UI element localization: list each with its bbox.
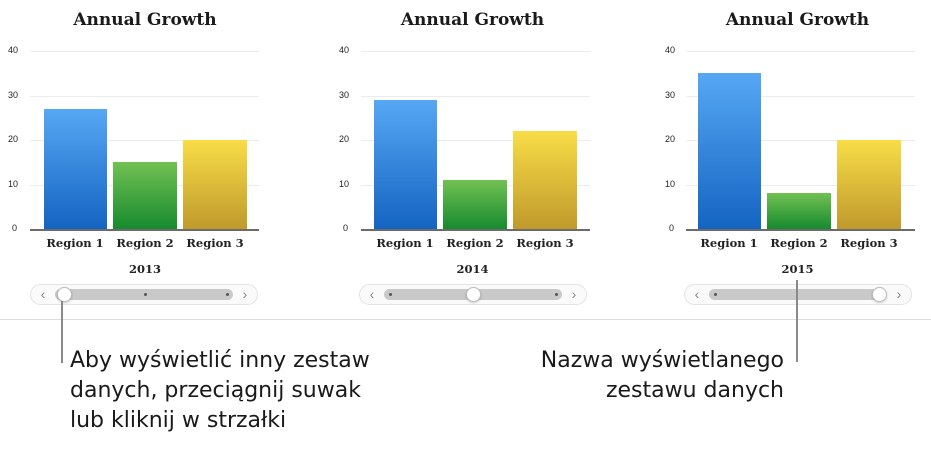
chart-title: Annual Growth bbox=[73, 10, 217, 30]
gridline bbox=[30, 140, 259, 141]
bar-region-2 bbox=[443, 180, 507, 229]
bar-region-3 bbox=[183, 140, 247, 229]
next-arrow-icon[interactable]: › bbox=[571, 286, 577, 302]
step-dot bbox=[226, 293, 229, 296]
y-tick: 30 bbox=[665, 90, 676, 100]
step-dot bbox=[389, 293, 392, 296]
x-label: Region 2 bbox=[446, 236, 504, 250]
x-axis bbox=[361, 229, 590, 231]
slider-thumb[interactable] bbox=[57, 287, 72, 302]
previous-arrow-icon[interactable]: ‹ bbox=[40, 286, 46, 302]
dataset-slider[interactable]: ‹ › bbox=[684, 284, 912, 305]
gridline bbox=[361, 140, 590, 141]
y-tick: 0 bbox=[343, 223, 349, 233]
bar-region-3 bbox=[837, 140, 901, 229]
dataset-name: 2014 bbox=[456, 262, 489, 276]
y-tick: 20 bbox=[339, 134, 350, 144]
step-dot bbox=[144, 293, 147, 296]
next-arrow-icon[interactable]: › bbox=[896, 286, 902, 302]
x-label: Region 2 bbox=[116, 236, 174, 250]
dataset-slider[interactable]: ‹ › bbox=[30, 284, 258, 305]
dataset-name: 2015 bbox=[781, 262, 814, 276]
slider-track[interactable] bbox=[709, 289, 887, 300]
bar-region-1 bbox=[698, 73, 761, 229]
y-tick: 20 bbox=[665, 134, 676, 144]
step-dot bbox=[714, 293, 717, 296]
slider-thumb[interactable] bbox=[872, 287, 887, 302]
x-axis bbox=[686, 229, 915, 231]
callout-line-slider bbox=[61, 301, 63, 363]
bar-region-1 bbox=[374, 100, 437, 229]
gridline bbox=[361, 96, 590, 97]
callout-dataset-name-text: Nazwa wyświetlanego zestawu danych bbox=[540, 348, 784, 403]
slider-thumb[interactable] bbox=[466, 287, 481, 302]
gridline bbox=[30, 96, 259, 97]
chart-2014: Annual Growth 40 30 20 10 0 Region 1 Reg… bbox=[327, 0, 627, 310]
bar-region-1 bbox=[44, 109, 107, 229]
gridline bbox=[30, 51, 259, 52]
x-label: Region 3 bbox=[516, 236, 574, 250]
next-arrow-icon[interactable]: › bbox=[242, 286, 248, 302]
previous-arrow-icon[interactable]: ‹ bbox=[694, 286, 700, 302]
y-tick: 0 bbox=[12, 223, 18, 233]
x-label: Region 3 bbox=[840, 236, 898, 250]
y-tick: 10 bbox=[8, 179, 19, 189]
dataset-slider[interactable]: ‹ › bbox=[359, 284, 587, 305]
divider bbox=[0, 319, 931, 320]
step-dot bbox=[555, 293, 558, 296]
y-tick: 0 bbox=[669, 223, 675, 233]
y-tick: 40 bbox=[665, 45, 676, 55]
callout-slider-text: Aby wyświetlić inny zestaw danych, przec… bbox=[70, 348, 370, 433]
previous-arrow-icon[interactable]: ‹ bbox=[369, 286, 375, 302]
y-tick: 20 bbox=[8, 134, 19, 144]
x-label: Region 1 bbox=[700, 236, 758, 250]
y-tick: 40 bbox=[8, 45, 19, 55]
y-tick: 40 bbox=[339, 45, 350, 55]
chart-2015: Annual Growth 40 30 20 10 0 Region 1 Reg… bbox=[652, 0, 931, 310]
gridline bbox=[686, 96, 915, 97]
x-label: Region 3 bbox=[186, 236, 244, 250]
bar-region-2 bbox=[767, 193, 831, 229]
chart-2013: Annual Growth 40 30 20 10 0 Region 1 Reg… bbox=[0, 0, 300, 310]
x-label: Region 2 bbox=[770, 236, 828, 250]
x-label: Region 1 bbox=[46, 236, 104, 250]
bar-region-2 bbox=[113, 162, 177, 229]
gridline bbox=[686, 140, 915, 141]
x-label: Region 1 bbox=[376, 236, 434, 250]
callout-line-dataset-name bbox=[796, 280, 798, 362]
y-tick: 30 bbox=[339, 90, 350, 100]
y-tick: 10 bbox=[339, 179, 350, 189]
chart-title: Annual Growth bbox=[400, 10, 545, 30]
gridline bbox=[361, 51, 590, 52]
gridline bbox=[686, 51, 915, 52]
dataset-name: 2013 bbox=[128, 262, 161, 276]
y-tick: 30 bbox=[8, 90, 19, 100]
bar-region-3 bbox=[513, 131, 577, 229]
chart-title: Annual Growth bbox=[725, 10, 870, 30]
gridline bbox=[686, 185, 915, 186]
y-tick: 10 bbox=[665, 179, 676, 189]
x-axis bbox=[30, 229, 259, 231]
